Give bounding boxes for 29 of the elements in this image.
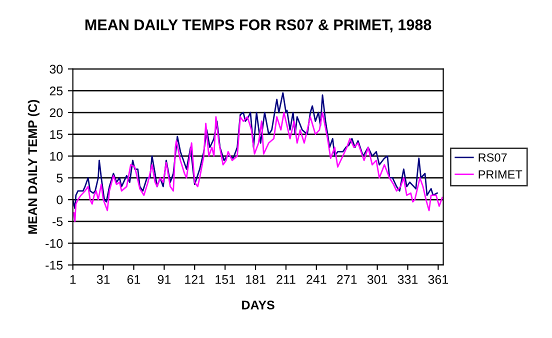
y-tick-label: 15 <box>50 130 63 139</box>
x-tick-label: 151 <box>216 275 235 284</box>
x-tick-label: 91 <box>158 275 171 284</box>
x-tick-label: 61 <box>127 275 140 284</box>
legend-label: PRIMET <box>478 170 522 178</box>
x-tick-label: 1 <box>70 275 76 284</box>
legend-label: RS07 <box>478 153 507 162</box>
x-tick-label: 211 <box>276 275 296 284</box>
x-tick-label: 181 <box>246 275 266 284</box>
y-tick-label: 5 <box>56 174 63 183</box>
y-tick-label: -5 <box>52 217 63 226</box>
x-tick-label: 241 <box>306 275 326 284</box>
x-tick-label: 331 <box>398 275 418 284</box>
line-series <box>72 92 438 210</box>
x-tick-label: 301 <box>367 275 388 284</box>
y-axis-title: MEAN DAILY TEMP (C) <box>28 100 40 234</box>
x-tick-label: 271 <box>337 275 357 284</box>
x-tick-label: 361 <box>428 275 448 284</box>
x-tick-label: 121 <box>185 275 204 284</box>
y-tick-label: -15 <box>46 260 63 270</box>
x-axis-title: DAYS <box>242 300 274 310</box>
y-tick-label: 0 <box>56 195 63 204</box>
y-tick-label: 10 <box>50 152 63 161</box>
y-tick-label: 30 <box>50 64 63 74</box>
x-tick-label: 31 <box>96 275 110 284</box>
y-tick-label: -10 <box>46 239 63 248</box>
y-tick-label: 20 <box>50 108 63 118</box>
y-tick-label: 25 <box>50 86 63 96</box>
chart-title: MEAN DAILY TEMPS FOR RS07 & PRIMET, 1988 <box>85 19 432 32</box>
